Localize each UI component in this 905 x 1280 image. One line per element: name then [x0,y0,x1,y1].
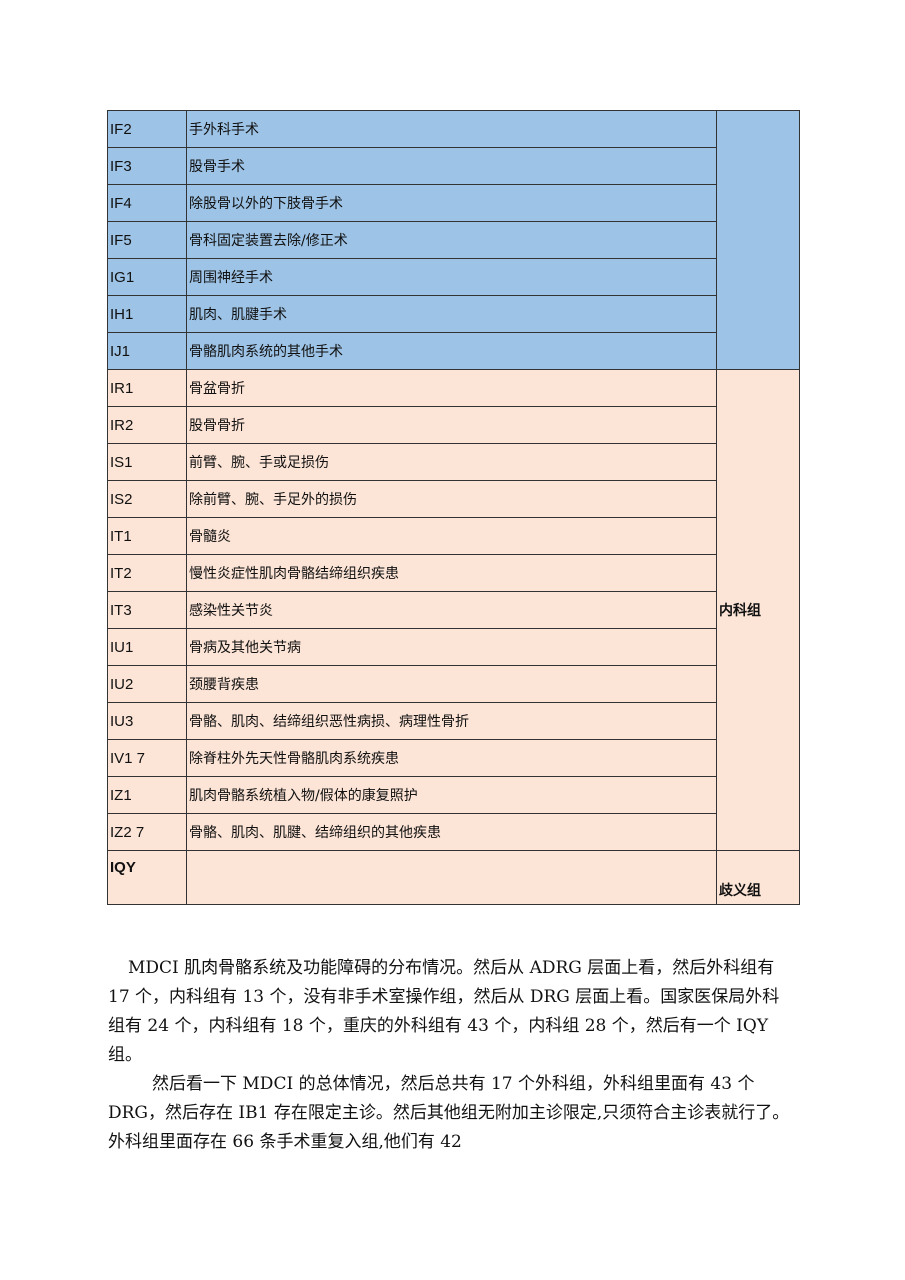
drg-name: 骨髓炎 [186,517,717,555]
drg-name: 除脊柱外先天性骨骼肌肉系统疾患 [186,739,717,777]
table-row: IS2 除前臂、腕、手足外的损伤 [107,480,800,518]
paragraph-2: 然后看一下 MDCI 的总体情况，然后总共有 17 个外科组，外科组里面有 43… [108,1074,790,1152]
drg-name: 骨骼、肌肉、肌腱、结缔组织的其他疾患 [186,813,717,851]
drg-name: 颈腰背疾患 [186,665,717,703]
paragraph-1: MDCI 肌肉骨骼系统及功能障碍的分布情况。然后从 ADRG 层面上看，然后外科… [108,958,780,1065]
drg-code: IF2 [107,110,187,148]
drg-code: IH1 [107,295,187,333]
drg-name: 感染性关节炎 [186,591,717,629]
table-row: IG1 周围神经手术 [107,258,800,296]
drg-code: IZ1 [107,776,187,814]
group-cell-ambiguous: 歧义组 [716,850,800,905]
drg-name: 骨盆骨折 [186,369,717,407]
table-row: IF2 手外科手术 [107,110,800,370]
group-cell-surgical [716,110,800,370]
drg-name: 慢性炎症性肌肉骨骼结缔组织疾患 [186,554,717,592]
table-row: IF5 骨科固定装置去除/修正术 [107,221,800,259]
drg-code: IR1 [107,369,187,407]
table-row: IF4 除股骨以外的下肢骨手术 [107,184,800,222]
table-row: IU2 颈腰背疾患 [107,665,800,703]
drg-name: 股骨骨折 [186,406,717,444]
drg-code: IJ1 [107,332,187,370]
table-row: IS1 前臂、腕、手或足损伤 [107,443,800,481]
table-row: IV1 7 除脊柱外先天性骨骼肌肉系统疾患 [107,739,800,777]
drg-name: 骨骼、肌肉、结缔组织恶性病损、病理性骨折 [186,702,717,740]
drg-code: IT2 [107,554,187,592]
table-row: IR1 骨盆骨折 内科组 [107,369,800,851]
table-row: IR2 股骨骨折 [107,406,800,444]
drg-table: IF2 手外科手术 IF3 股骨手术 IF4 除股骨以外的下肢骨手术 IF5 骨科固定装置去除… [107,110,800,905]
drg-code: IU1 [107,628,187,666]
table-row: IT3 感染性关节炎 [107,591,800,629]
drg-code: IV1 7 [107,739,187,777]
drg-name [186,850,717,905]
drg-name: 骨科固定装置去除/修正术 [186,221,717,259]
drg-name: 骨病及其他关节病 [186,628,717,666]
drg-name: 周围神经手术 [186,258,717,296]
drg-name: 骨骼肌肉系统的其他手术 [186,332,717,370]
drg-name: 肌肉、肌腱手术 [186,295,717,333]
drg-name: 除前臂、腕、手足外的损伤 [186,480,717,518]
drg-code: IS2 [107,480,187,518]
drg-code: IF5 [107,221,187,259]
table-row: IJ1 骨骼肌肉系统的其他手术 [107,332,800,370]
drg-code: IU3 [107,702,187,740]
drg-name: 手外科手术 [186,110,717,148]
drg-name: 肌肉骨骼系统植入物/假体的康复照护 [186,776,717,814]
drg-code: IF3 [107,147,187,185]
table-row: IZ1 肌肉骨骼系统植入物/假体的康复照护 [107,776,800,814]
table-row: IF3 股骨手术 [107,147,800,185]
table-row: IU1 骨病及其他关节病 [107,628,800,666]
drg-code: IQY [107,850,187,905]
drg-name: 前臂、腕、手或足损伤 [186,443,717,481]
drg-name: 除股骨以外的下肢骨手术 [186,184,717,222]
drg-code: IS1 [107,443,187,481]
table-row: IU3 骨骼、肌肉、结缔组织恶性病损、病理性骨折 [107,702,800,740]
table-row: IZ2 7 骨骼、肌肉、肌腱、结缔组织的其他疾患 [107,813,800,851]
drg-code: IT1 [107,517,187,555]
drg-code: IU2 [107,665,187,703]
group-cell-medical: 内科组 [716,369,800,851]
drg-code: IF4 [107,184,187,222]
drg-code: IG1 [107,258,187,296]
table-row-ambiguous: IQY 歧义组 [107,850,800,905]
drg-name: 股骨手术 [186,147,717,185]
drg-code: IR2 [107,406,187,444]
drg-code: IZ2 7 [107,813,187,851]
drg-code: IT3 [107,591,187,629]
table-row: IT2 慢性炎症性肌肉骨骼结缔组织疾患 [107,554,800,592]
table-row: IT1 骨髓炎 [107,517,800,555]
table-row: IH1 肌肉、肌腱手术 [107,295,800,333]
